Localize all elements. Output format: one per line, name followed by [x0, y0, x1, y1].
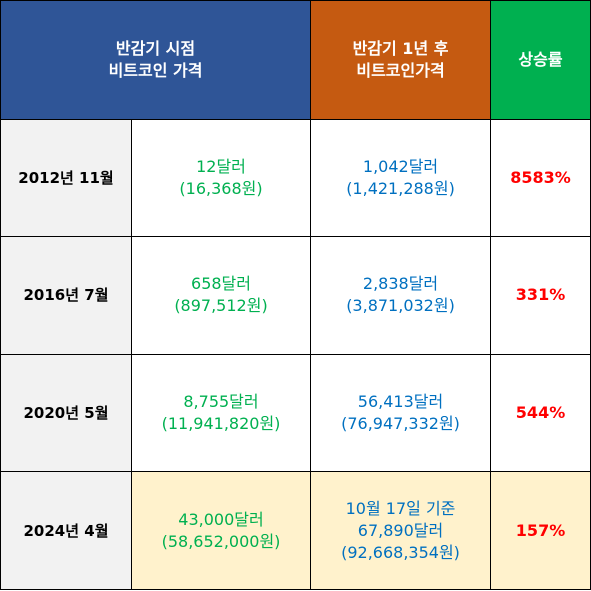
after-price-usd: 56,413달러: [357, 392, 444, 412]
rise-rate-cell: 331%: [490, 236, 591, 355]
rise-rate-cell: 157%: [490, 471, 591, 590]
halving-price-usd: 43,000달러: [178, 509, 264, 529]
after-price-usd: 1,042달러: [362, 156, 439, 176]
after-price-cell: 1,042달러 (1,421,288원): [310, 118, 492, 238]
header-halving-price: 반감기 시점 비트코인 가격: [0, 0, 312, 120]
header-after-price: 반감기 1년 후 비트코인가격: [310, 0, 492, 120]
halving-price-cell: 8,755달러 (11,941,820원): [130, 353, 312, 473]
row-date: 2020년 5월: [0, 353, 132, 473]
after-price-usd: 67,890달러: [357, 520, 444, 540]
header-after-price-line2: 비트코인가격: [356, 60, 445, 80]
halving-price-krw: (11,941,820원): [161, 414, 281, 434]
table-row: 2020년 5월 8,755달러 (11,941,820원) 56,413달러 …: [0, 353, 591, 473]
table-row: 2012년 11월 12달러 (16,368원) 1,042달러 (1,421,…: [0, 118, 591, 238]
rise-rate-cell: 544%: [490, 353, 591, 473]
after-price-krw: (1,421,288원): [346, 178, 455, 198]
halving-price-krw: (897,512원): [174, 296, 268, 316]
rise-rate-cell: 8583%: [490, 118, 591, 238]
halving-price-krw: (58,652,000원): [161, 531, 281, 551]
halving-price-cell: 658달러 (897,512원): [130, 236, 312, 355]
row-date: 2016년 7월: [0, 236, 132, 355]
table-row: 2016년 7월 658달러 (897,512원) 2,838달러 (3,871…: [0, 236, 591, 355]
row-date: 2012년 11월: [0, 118, 132, 238]
after-price-krw: (92,668,354원): [341, 542, 460, 562]
after-price-cell: 10월 17일 기준 67,890달러 (92,668,354원): [310, 471, 492, 590]
halving-price-usd: 12달러: [196, 156, 246, 176]
header-halving-price-line1: 반감기 시점: [115, 38, 196, 58]
after-price-cell: 2,838달러 (3,871,032원): [310, 236, 492, 355]
halving-price-cell: 43,000달러 (58,652,000원): [130, 471, 312, 590]
halving-price-krw: (16,368원): [179, 178, 263, 198]
header-halving-price-line2: 비트코인 가격: [108, 60, 203, 80]
after-price-cell: 56,413달러 (76,947,332원): [310, 353, 492, 473]
table-row-highlighted: 2024년 4월 43,000달러 (58,652,000원) 10월 17일 …: [0, 471, 591, 590]
header-after-price-line1: 반감기 1년 후: [352, 38, 449, 58]
after-price-krw: (76,947,332원): [341, 414, 460, 434]
header-row: 반감기 시점 비트코인 가격 반감기 1년 후 비트코인가격 상승률: [0, 0, 591, 120]
halving-price-cell: 12달러 (16,368원): [130, 118, 312, 238]
after-price-usd: 2,838달러: [362, 274, 439, 294]
halving-price-usd: 8,755달러: [183, 392, 259, 412]
after-price-note: 10월 17일 기준: [345, 498, 456, 518]
after-price-krw: (3,871,032원): [346, 296, 455, 316]
header-rise-rate: 상승률: [490, 0, 591, 120]
row-date: 2024년 4월: [0, 471, 132, 590]
halving-price-usd: 658달러: [191, 274, 251, 294]
